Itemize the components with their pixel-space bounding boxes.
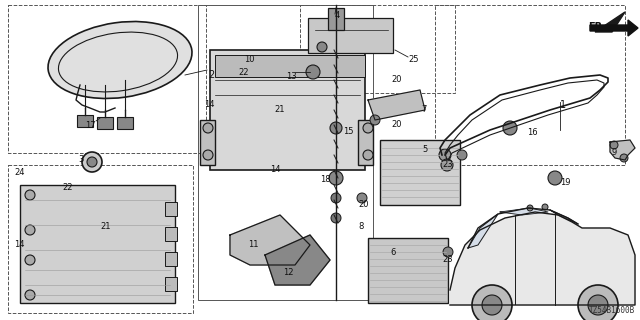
Text: 8: 8 [358,222,364,231]
Text: 21: 21 [274,105,285,114]
Polygon shape [265,235,330,285]
Circle shape [306,65,320,79]
Circle shape [370,115,380,125]
Polygon shape [450,212,635,305]
Bar [97,117,113,129]
Circle shape [620,154,628,162]
Circle shape [25,255,35,265]
Circle shape [610,141,618,149]
Text: 10: 10 [244,55,255,64]
Text: 23: 23 [442,255,452,264]
Circle shape [25,225,35,235]
Text: 22: 22 [62,183,72,192]
Circle shape [439,149,451,161]
Text: TZ54B1600B: TZ54B1600B [589,306,635,315]
Circle shape [578,285,618,320]
Bar [300,5,455,93]
Bar [165,252,177,266]
Text: 21: 21 [100,222,111,231]
Text: 14: 14 [14,240,24,249]
Bar [117,117,133,129]
Text: 5: 5 [422,145,428,154]
Text: 19: 19 [560,178,570,187]
Circle shape [457,150,467,160]
Bar [358,120,373,165]
Text: 24: 24 [14,168,24,177]
Circle shape [443,247,453,257]
Text: 20: 20 [391,120,401,129]
Circle shape [363,123,373,133]
Text: 14: 14 [270,165,280,174]
Text: 2: 2 [208,70,214,80]
Bar [8,165,193,313]
Circle shape [548,171,562,185]
Text: 12: 12 [283,268,294,277]
Text: 20: 20 [358,200,369,209]
Polygon shape [595,12,625,32]
Circle shape [330,122,342,134]
Bar [198,5,373,300]
Text: 15: 15 [343,127,353,136]
Text: 4: 4 [335,11,340,20]
Circle shape [25,190,35,200]
Text: 18: 18 [320,175,331,184]
Text: 17: 17 [85,121,95,130]
Text: 16: 16 [527,128,538,137]
Bar [165,202,177,216]
Circle shape [482,295,502,315]
Bar [308,18,393,53]
Circle shape [441,159,453,171]
Polygon shape [230,215,310,265]
Polygon shape [590,20,638,36]
Bar [215,55,365,77]
Circle shape [472,285,512,320]
Circle shape [317,42,327,52]
Text: 7: 7 [421,105,426,114]
Polygon shape [550,210,578,224]
Text: 3: 3 [78,155,83,164]
Bar [380,140,460,205]
Circle shape [331,213,341,223]
Bar [8,5,206,153]
Text: FR.: FR. [588,22,606,32]
Circle shape [82,152,102,172]
Text: 22: 22 [238,68,248,77]
Text: 20: 20 [391,75,401,84]
Ellipse shape [48,21,192,99]
Bar [200,120,215,165]
Circle shape [363,150,373,160]
Bar [435,5,625,165]
Circle shape [203,123,213,133]
Text: 11: 11 [248,240,259,249]
Circle shape [542,204,548,210]
Bar [77,115,93,127]
Text: 23: 23 [442,160,452,169]
Bar [165,227,177,241]
Text: 14: 14 [204,100,214,109]
Polygon shape [368,90,425,120]
Bar [20,185,175,303]
Text: 25: 25 [408,55,419,64]
Bar [165,277,177,291]
Circle shape [87,157,97,167]
Circle shape [527,205,533,211]
Bar [368,238,448,303]
Circle shape [331,193,341,203]
Circle shape [503,121,517,135]
Circle shape [588,295,608,315]
Text: 6: 6 [390,248,396,257]
Polygon shape [610,140,635,160]
Text: 9: 9 [612,148,617,157]
Circle shape [25,290,35,300]
Circle shape [357,193,367,203]
Circle shape [329,171,343,185]
Text: 13: 13 [286,72,296,81]
Polygon shape [468,214,498,248]
Polygon shape [500,208,548,215]
Bar [210,50,365,170]
Circle shape [203,150,213,160]
Bar [328,8,344,30]
Text: 1: 1 [560,100,566,110]
